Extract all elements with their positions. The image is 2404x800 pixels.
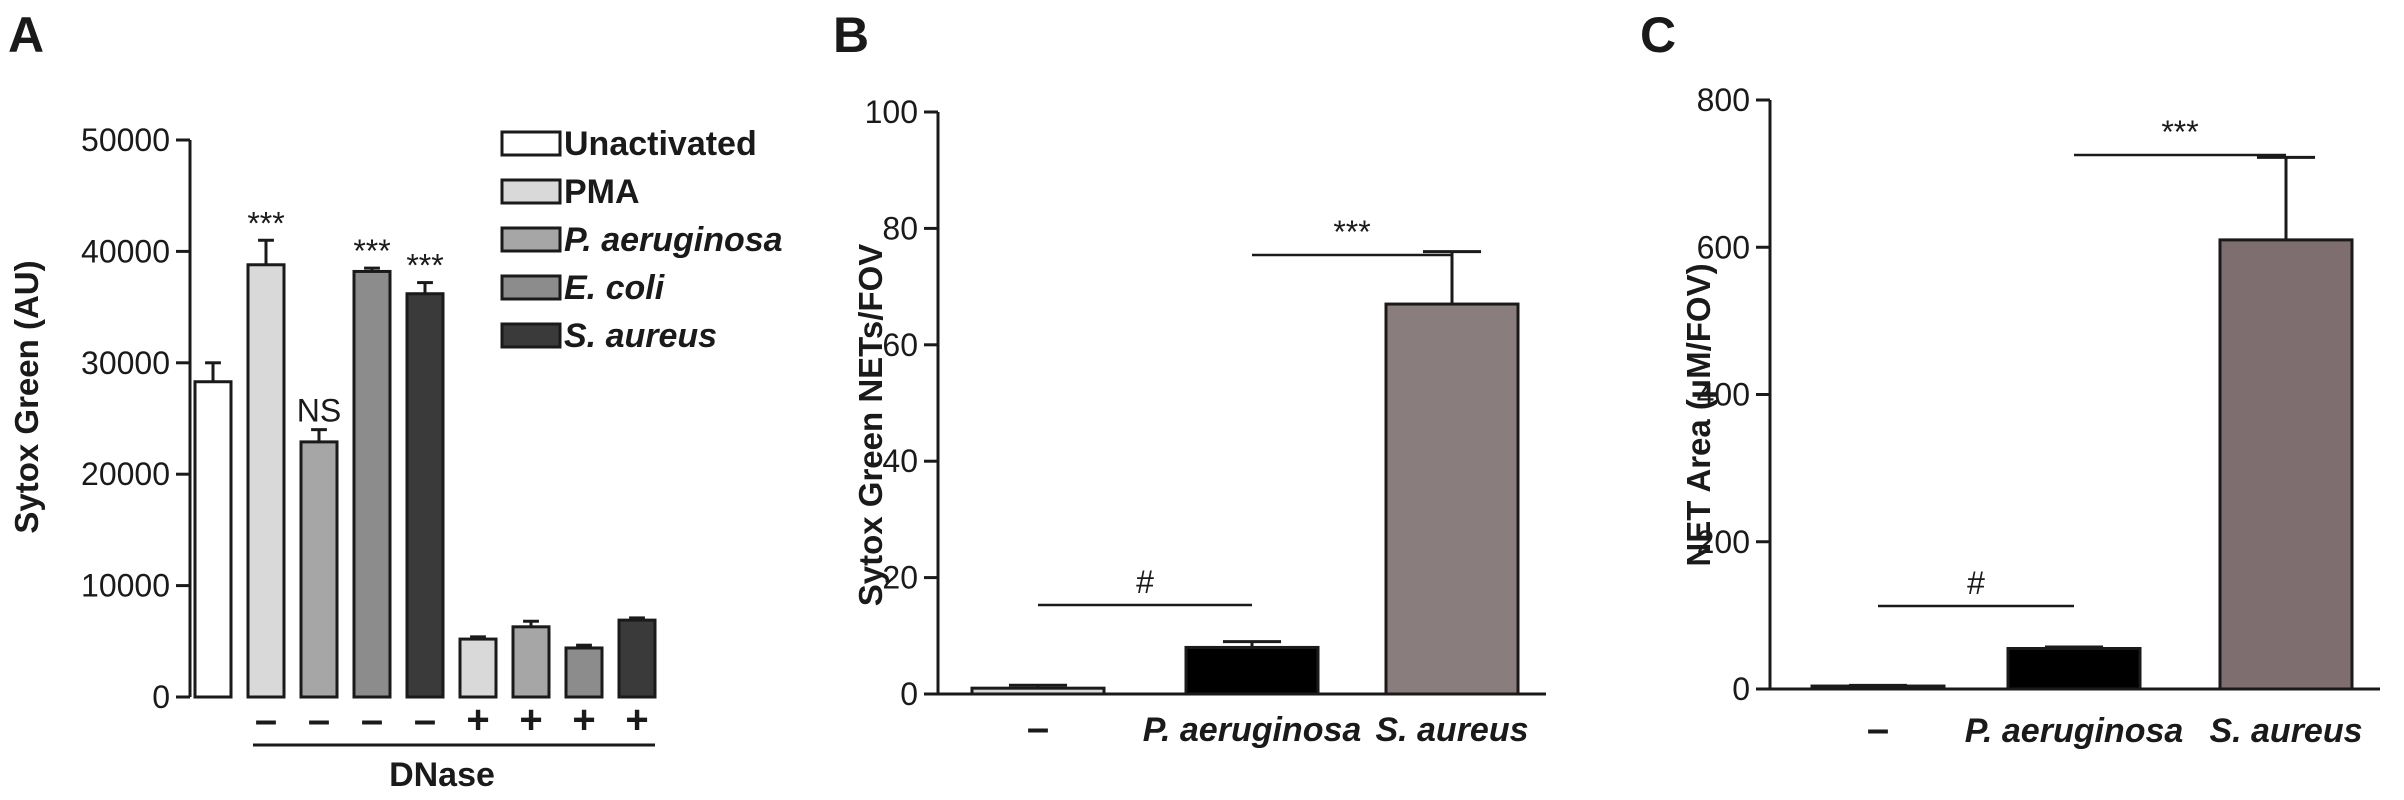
panel-a-legend-label: Unactivated xyxy=(564,125,757,163)
panel-a-dnase-sign: – xyxy=(308,698,330,742)
panel-a-significance-label: *** xyxy=(406,248,443,284)
panel-b-x-tick-label: P. aeruginosa xyxy=(1143,711,1362,749)
panel-b-y-axis-label: Sytox Green NETs/FOV xyxy=(852,244,889,606)
panel-a-legend-swatch xyxy=(500,226,562,253)
panel-a-chart: Sytox Green (AU) DNase 0 10000 20000 30000 4… xyxy=(8,122,783,794)
panel-a-bar xyxy=(617,618,657,699)
panel-a-legend-swatch xyxy=(500,274,562,301)
panel-a-significance-label: NS xyxy=(297,393,341,429)
panel-b-bar xyxy=(1184,645,1320,696)
panel-a-bar xyxy=(458,637,498,699)
panel-a-y-tick-label: 10000 xyxy=(81,568,170,604)
panel-c-y-tick-label: 800 xyxy=(1697,82,1750,118)
panel-a-dnase-sign: + xyxy=(572,698,595,742)
panel-c-significance-label: # xyxy=(1967,565,1985,601)
panel-c-significance-label: *** xyxy=(2161,114,2198,150)
panel-a-bar xyxy=(246,263,286,699)
panel-a-legend-label: P. aeruginosa xyxy=(564,221,783,259)
panel-c-y-axis-label: NET Area (μM/FOV) xyxy=(1680,263,1717,566)
panel-c-y-tick-label: 400 xyxy=(1697,377,1750,413)
panel-c-bar xyxy=(2006,647,2142,691)
panel-a-x-axis-label: DNase xyxy=(389,756,495,794)
panel-a-bar xyxy=(352,269,392,699)
panel-b-significance-label: *** xyxy=(1333,214,1370,250)
panel-a-y-tick-label: 20000 xyxy=(81,456,170,492)
panel-a-dnase-sign: – xyxy=(361,698,383,742)
panel-a-significance-label: *** xyxy=(247,205,284,241)
panel-b-x-tick-label: S. aureus xyxy=(1375,711,1528,749)
panel-a-y-tick-label: 50000 xyxy=(81,122,170,158)
panel-c-y-tick-label: 0 xyxy=(1732,671,1750,707)
panel-c-bar xyxy=(2218,238,2354,691)
panel-a-bar xyxy=(193,380,233,699)
panel-b-y-tick-label: 0 xyxy=(900,676,918,712)
panel-a-legend-swatch xyxy=(500,322,562,349)
panel-a-legend-label: PMA xyxy=(564,173,640,211)
panel-a-legend-label: E. coli xyxy=(564,269,666,307)
panel-a-legend-label: S. aureus xyxy=(564,317,717,355)
panel-c-x-tick-label: P. aeruginosa xyxy=(1965,712,2184,750)
panel-a-bar xyxy=(511,625,551,699)
panel-b-y-tick-label: 60 xyxy=(882,327,918,363)
panel-c-y-tick-label: 200 xyxy=(1697,524,1750,560)
panel-letter-c: C xyxy=(1640,7,1676,63)
panel-a-y-tick-label: 30000 xyxy=(81,345,170,381)
panel-a-y-tick-label: 0 xyxy=(152,679,170,715)
panel-b-x-tick-label: – xyxy=(1027,706,1049,750)
panel-letter-b: B xyxy=(833,7,869,63)
panel-c-x-tick-label: – xyxy=(1867,707,1889,751)
panel-b-chart: Sytox Green NETs/FOV 0 20 40 60 80 100 – P. aer… xyxy=(852,94,1546,750)
panel-a-dnase-sign: + xyxy=(519,698,542,742)
panel-c-y-tick-label: 600 xyxy=(1697,229,1750,265)
panel-a-y-tick-label: 40000 xyxy=(81,233,170,269)
panel-a-dnase-sign: + xyxy=(625,698,648,742)
panel-a-dnase-sign: – xyxy=(414,698,436,742)
panel-a-bar xyxy=(299,440,339,699)
panel-a-y-axis-label: Sytox Green (AU) xyxy=(8,260,45,533)
panel-a-dnase-sign: – xyxy=(255,698,277,742)
panel-a-bar xyxy=(564,646,604,699)
panel-a-legend-swatch xyxy=(500,130,562,157)
panel-a-legend-swatch xyxy=(500,178,562,205)
panel-b-y-tick-label: 100 xyxy=(865,94,918,130)
panel-a-dnase-sign: + xyxy=(466,698,489,742)
panel-b-y-tick-label: 20 xyxy=(882,560,918,596)
panel-c-x-tick-label: S. aureus xyxy=(2209,712,2362,750)
panel-c-chart: NET Area (μM/FOV) 0 200 400 600 800 – P. aerug… xyxy=(1680,82,2380,751)
panel-b-bar xyxy=(970,686,1106,696)
panel-b-significance-label: # xyxy=(1136,564,1154,600)
panel-b-y-tick-label: 80 xyxy=(882,210,918,246)
panel-a-bar xyxy=(405,292,445,699)
panel-b-y-tick-label: 40 xyxy=(882,443,918,479)
panel-letter-a: A xyxy=(8,7,44,63)
panel-b-bar xyxy=(1384,302,1520,696)
panel-a-significance-label: *** xyxy=(353,233,390,269)
